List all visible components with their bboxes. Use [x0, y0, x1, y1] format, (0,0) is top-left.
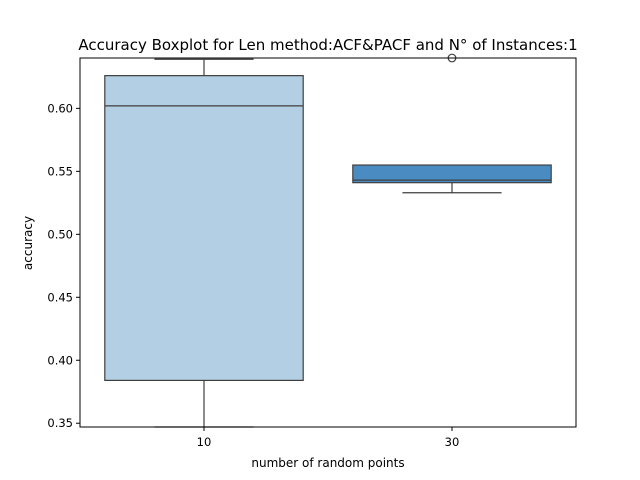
- box: [352, 164, 552, 184]
- box-group-30: [352, 53, 552, 194]
- y-tick-label: 0.45: [47, 290, 73, 304]
- plot-frame: [79, 57, 577, 428]
- x-tick-label: 10: [197, 435, 212, 449]
- y-axis-label: accuracy: [21, 216, 35, 270]
- y-tick-label: 0.50: [47, 227, 73, 241]
- box: [104, 75, 304, 382]
- box-group-10: [104, 58, 304, 428]
- plot-area: [104, 53, 552, 428]
- chart-title: Accuracy Boxplot for Len method:ACF&PACF…: [78, 36, 577, 54]
- x-axis-label: number of random points: [251, 456, 404, 470]
- y-tick-label: 0.40: [47, 353, 73, 367]
- x-tick-label: 30: [445, 435, 460, 449]
- y-tick-label: 0.55: [47, 164, 73, 178]
- axes: 0.35 0.40 0.45 0.50 0.55 0.60 10 30: [47, 57, 577, 449]
- y-tick-label: 0.35: [47, 416, 73, 430]
- y-tick-label: 0.60: [47, 101, 73, 115]
